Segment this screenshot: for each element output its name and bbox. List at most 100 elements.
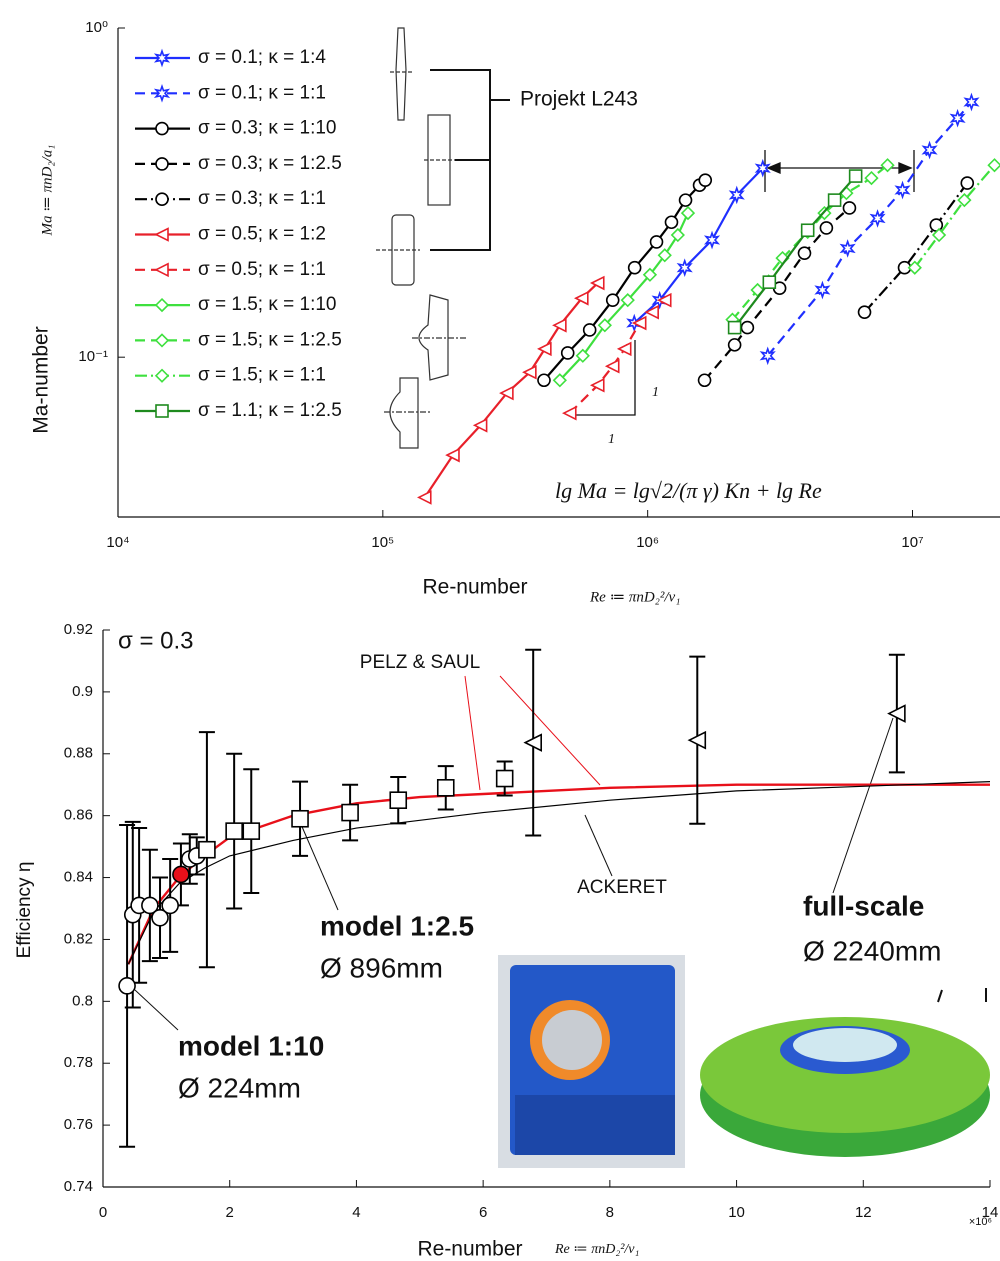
marker: [921, 140, 938, 160]
marker: [225, 822, 243, 840]
slope-label: 1: [652, 385, 659, 400]
series-label: model 1:10: [178, 1030, 324, 1061]
marker: [842, 201, 857, 215]
curve-label: PELZ & SAUL: [360, 652, 480, 673]
y-tick-label: 0.74: [64, 1178, 93, 1195]
series-diameter: Ø 224mm: [178, 1072, 301, 1103]
legend-marker: [154, 368, 170, 383]
marker: [687, 730, 707, 750]
marker: [575, 348, 590, 363]
legend-label: σ = 1.5; κ = 1:10: [198, 294, 336, 315]
y-axis-formula: Ma ≔ πnD₂/a₁: [39, 145, 55, 237]
x-axis-title: Re-number: [417, 1238, 522, 1261]
y-tick-label: 10⁰: [85, 19, 108, 36]
legend-label: σ = 0.3; κ = 1:10: [198, 118, 336, 139]
legend-marker: [155, 157, 169, 171]
x-tick-label: 10: [728, 1204, 745, 1221]
marker: [869, 209, 886, 228]
marker: [242, 822, 261, 840]
marker: [740, 320, 755, 335]
shift-arrow: [764, 150, 915, 192]
y-tick-label: 0.76: [64, 1116, 93, 1133]
x-tick-label: 10⁴: [106, 534, 129, 551]
marker: [987, 158, 1000, 173]
marker: [839, 239, 856, 258]
x-axis-title: Re-number: [422, 576, 527, 599]
series-line: [543, 179, 706, 381]
legend-label: σ = 1.5; κ = 1:1: [198, 365, 326, 386]
marker: [631, 315, 647, 331]
marker: [649, 235, 664, 249]
marker: [644, 304, 659, 320]
legend-label: σ = 1.1; κ = 1:2.5: [198, 400, 342, 421]
marker: [582, 323, 597, 337]
x-tick-label: 8: [606, 1204, 614, 1221]
y-axis-title: Ma-number: [30, 326, 53, 433]
series-label: model 1:2.5: [320, 910, 474, 941]
marker: [931, 227, 947, 243]
x-tick-label: 14: [982, 1204, 999, 1221]
marker: [754, 158, 771, 178]
y-tick-label: 10⁻¹: [78, 348, 108, 365]
marker: [800, 223, 815, 238]
series-diameter: Ø 2240mm: [803, 935, 942, 966]
impeller-render: [700, 988, 990, 1157]
marker: [929, 218, 944, 232]
marker: [574, 290, 589, 306]
x-tick-label: 12: [855, 1204, 872, 1221]
legend-marker: [155, 121, 169, 136]
marker: [522, 364, 537, 380]
slope-triangle: [570, 340, 636, 416]
marker: [894, 180, 911, 200]
marker: [436, 779, 455, 797]
y-tick-label: 0.92: [64, 621, 93, 638]
marker: [907, 260, 922, 275]
bracket: [430, 69, 510, 251]
marker: [605, 293, 620, 307]
x-tick-label: 10⁵: [371, 534, 394, 551]
marker: [291, 809, 309, 828]
marker: [656, 292, 672, 308]
legend-label: σ = 0.3; κ = 1:2.5: [198, 153, 342, 174]
legend-label: σ = 0.5; κ = 1:2: [198, 224, 326, 245]
marker: [172, 865, 190, 884]
marker: [589, 377, 605, 393]
y-axis-title: Efficiency η: [14, 862, 35, 959]
marker: [680, 205, 696, 221]
marker: [620, 293, 635, 308]
fan-sketches: [376, 27, 466, 449]
marker: [657, 248, 672, 263]
series-line: [731, 164, 889, 321]
marker: [857, 305, 872, 319]
marker: [445, 447, 460, 463]
legend-label: σ = 0.3; κ = 1:1: [198, 188, 326, 209]
marker: [960, 176, 975, 190]
y-tick-label: 0.82: [64, 930, 93, 947]
marker: [198, 840, 216, 859]
annotation: σ = 0.3: [118, 627, 194, 654]
slope-label: 1: [608, 432, 615, 447]
y-tick-label: 0.78: [64, 1054, 93, 1071]
curve-label: ACKERET: [577, 877, 667, 898]
marker: [963, 92, 980, 112]
marker: [552, 373, 567, 388]
annotation: Projekt L243: [520, 88, 638, 111]
legend-marker: [153, 48, 171, 68]
marker: [604, 358, 620, 374]
marker: [864, 170, 879, 186]
marker: [552, 317, 567, 333]
marker: [495, 769, 514, 788]
marker: [664, 215, 679, 230]
marker: [698, 173, 713, 187]
marker: [537, 341, 552, 357]
legend-label: σ = 0.5; κ = 1:1: [198, 259, 326, 280]
marker: [389, 791, 408, 809]
marker: [676, 258, 693, 278]
x-axis-formula: Re ≔ πnD₂²/ν₁: [589, 589, 680, 605]
legend-marker: [154, 262, 169, 278]
pointer-lines: [134, 675, 894, 1031]
legend-marker: [153, 83, 171, 103]
marker: [151, 908, 169, 927]
